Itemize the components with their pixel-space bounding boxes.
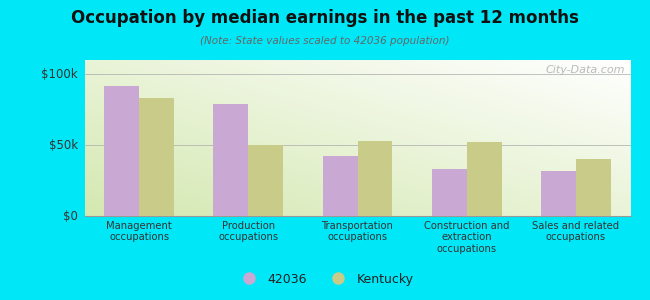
Bar (541, 171, 576, 216)
Bar (104, 85, 139, 216)
Bar (467, 142, 502, 216)
Bar (248, 145, 283, 216)
Text: Occupation by median earnings in the past 12 months: Occupation by median earnings in the pas… (71, 9, 579, 27)
Bar (139, 98, 174, 216)
Text: $0: $0 (63, 209, 78, 223)
Text: (Note: State values scaled to 42036 population): (Note: State values scaled to 42036 popu… (200, 36, 450, 46)
Bar (213, 104, 248, 216)
Text: City-Data.com: City-Data.com (545, 65, 625, 75)
Bar (576, 159, 611, 216)
Bar (358, 141, 393, 216)
Text: $100k: $100k (42, 68, 78, 81)
Legend: 42036, Kentucky: 42036, Kentucky (231, 268, 419, 291)
Text: $50k: $50k (49, 139, 78, 152)
Bar (432, 169, 467, 216)
Bar (322, 156, 358, 216)
